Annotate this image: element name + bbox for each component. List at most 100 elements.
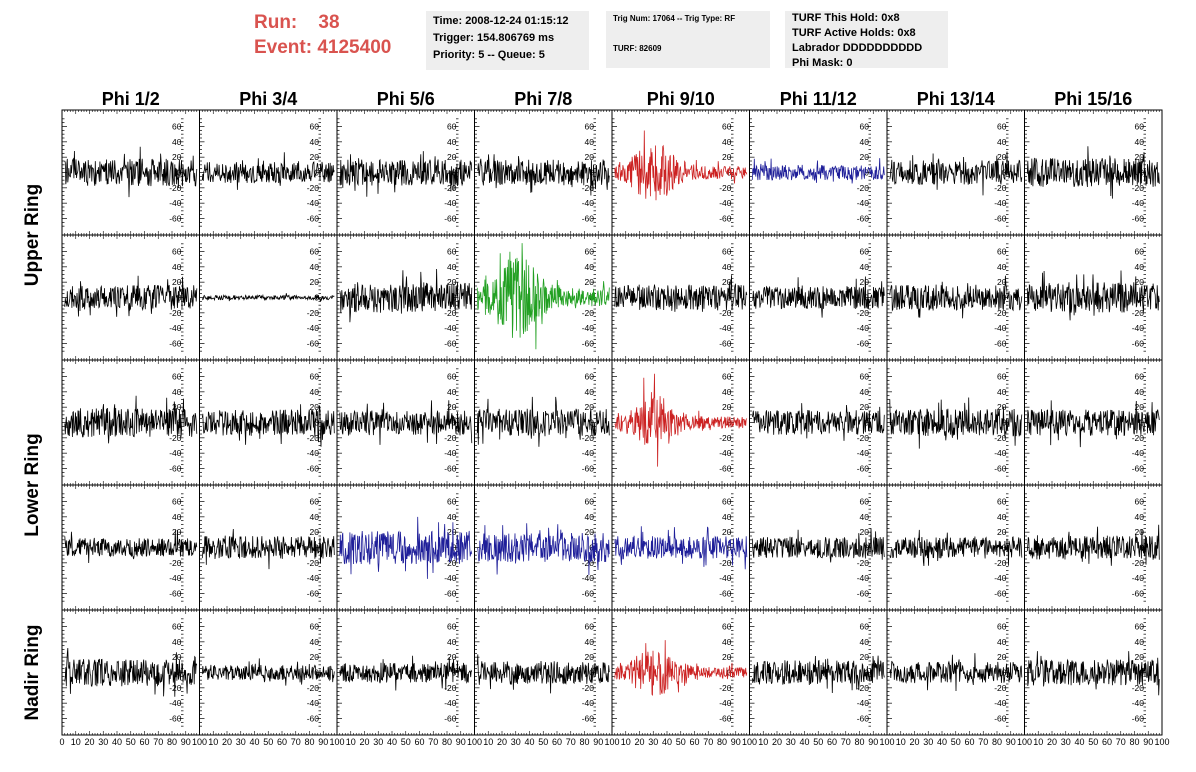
y-tick-label: -40 xyxy=(307,198,320,208)
y-tick-label: 40 xyxy=(172,262,182,272)
run-label: Run: xyxy=(254,12,298,33)
y-tick-label: -20 xyxy=(1132,433,1145,443)
y-tick-label: 40 xyxy=(447,387,457,397)
waveform-trace xyxy=(614,275,748,312)
y-tick-label: -60 xyxy=(307,339,320,349)
column-title: Phi 3/4 xyxy=(239,89,297,109)
y-tick-label: -60 xyxy=(1132,214,1145,224)
y-tick-label: -20 xyxy=(169,183,182,193)
y-tick-label: -40 xyxy=(857,323,870,333)
y-tick-label: -60 xyxy=(444,339,457,349)
y-tick-label: -20 xyxy=(582,183,595,193)
waveform-trace xyxy=(614,373,748,467)
y-tick-label: -40 xyxy=(857,448,870,458)
y-tick-label: 60 xyxy=(722,122,732,132)
y-tick-label: -40 xyxy=(169,573,182,583)
trigger-info-box: Trig Num: 17064 -- Trig Type: RF TURF: 8… xyxy=(606,11,770,68)
y-tick-label: 40 xyxy=(997,387,1007,397)
y-tick-label: 40 xyxy=(722,512,732,522)
y-tick-label: 0 xyxy=(314,418,319,428)
y-tick-label: -60 xyxy=(307,589,320,599)
y-tick-label: 40 xyxy=(310,262,320,272)
y-tick-label: 60 xyxy=(310,247,320,257)
y-tick-label: -60 xyxy=(444,214,457,224)
y-tick-label: -40 xyxy=(994,323,1007,333)
y-tick-label: 0 xyxy=(727,543,732,553)
y-tick-label: -40 xyxy=(444,573,457,583)
waveform-trace xyxy=(889,397,1023,449)
y-tick-label: 0 xyxy=(1002,168,1007,178)
y-tick-label: 60 xyxy=(447,497,457,507)
y-tick-label: -60 xyxy=(582,464,595,474)
y-tick-label: 20 xyxy=(172,527,182,537)
waveform-trace xyxy=(889,151,1023,196)
y-tick-label: 20 xyxy=(722,152,732,162)
y-tick-label: -60 xyxy=(857,214,870,224)
y-tick-label: 20 xyxy=(447,402,457,412)
waveform-trace xyxy=(476,243,610,350)
waveform-trace xyxy=(752,276,885,318)
y-tick-label: 60 xyxy=(585,247,595,257)
y-tick-label: 60 xyxy=(585,122,595,132)
y-tick-label: 60 xyxy=(722,497,732,507)
y-tick-label: 20 xyxy=(585,152,595,162)
y-tick-label: -60 xyxy=(719,214,732,224)
y-tick-label: 60 xyxy=(1135,247,1145,257)
y-tick-label: -40 xyxy=(582,198,595,208)
ring-label: Nadir Ring xyxy=(22,624,43,720)
y-tick-label: -60 xyxy=(307,464,320,474)
waveform-trace xyxy=(339,400,473,445)
y-tick-label: 40 xyxy=(860,387,870,397)
waveform-trace xyxy=(64,146,198,198)
column-title: Phi 7/8 xyxy=(514,89,572,109)
y-tick-label: 20 xyxy=(447,152,457,162)
y-tick-label: 60 xyxy=(172,497,182,507)
y-tick-label: 20 xyxy=(1135,402,1145,412)
y-tick-label: -40 xyxy=(1132,448,1145,458)
y-tick-label: 20 xyxy=(860,152,870,162)
y-tick-label: 40 xyxy=(310,387,320,397)
y-tick-label: -60 xyxy=(169,339,182,349)
waveform-trace xyxy=(751,403,885,441)
y-tick-label: -60 xyxy=(169,464,182,474)
y-tick-label: 20 xyxy=(585,402,595,412)
y-tick-label: -40 xyxy=(444,323,457,333)
waveform-trace xyxy=(339,516,473,579)
y-tick-label: 20 xyxy=(722,527,732,537)
y-tick-label: -60 xyxy=(582,589,595,599)
run-value: 38 xyxy=(318,12,340,33)
y-tick-label: 0 xyxy=(727,168,732,178)
y-tick-label: 60 xyxy=(310,497,320,507)
y-tick-label: 60 xyxy=(172,122,182,132)
y-tick-label: -60 xyxy=(719,339,732,349)
y-tick-label: 60 xyxy=(447,247,457,257)
y-tick-label: 60 xyxy=(172,372,182,382)
y-tick-label: -40 xyxy=(582,573,595,583)
y-tick-label: 60 xyxy=(1135,122,1145,132)
y-tick-label: -60 xyxy=(169,214,182,224)
y-tick-label: 40 xyxy=(585,387,595,397)
y-tick-label: 20 xyxy=(310,402,320,412)
y-tick-label: 60 xyxy=(1135,372,1145,382)
y-tick-label: 40 xyxy=(997,137,1007,147)
y-tick-label: -20 xyxy=(307,308,320,318)
y-tick-label: -60 xyxy=(582,214,595,224)
waveform-trace xyxy=(614,130,748,201)
y-tick-label: -60 xyxy=(307,214,320,224)
trigger-line: Trigger: 154.806769 ms xyxy=(433,32,555,44)
y-tick-label: -40 xyxy=(994,198,1007,208)
ring-label: Lower Ring xyxy=(22,433,43,536)
y-tick-label: -60 xyxy=(719,589,732,599)
